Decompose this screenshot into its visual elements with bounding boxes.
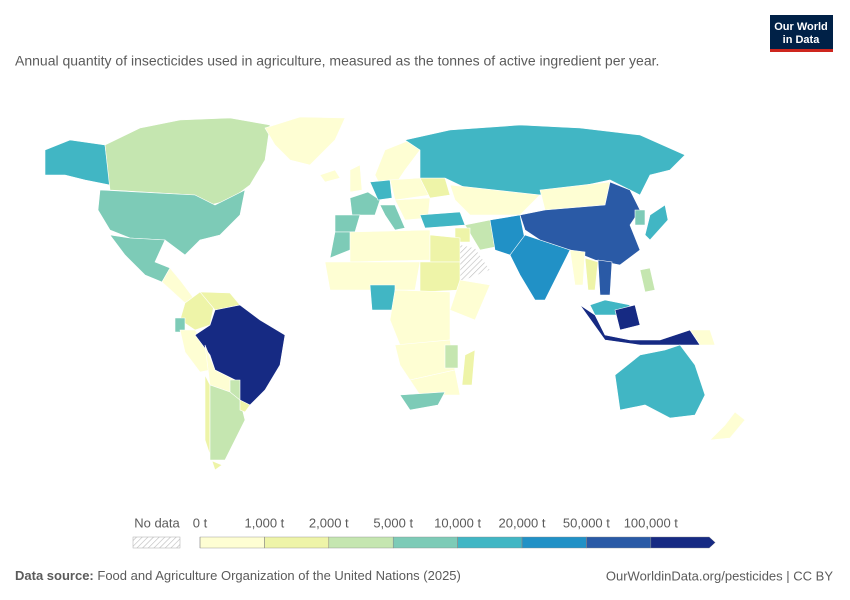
country[interactable] [324,261,421,291]
legend-bin [650,536,716,549]
country[interactable] [639,267,656,293]
legend-tick-label: 20,000 t [499,515,546,530]
legend: No data 0 t 1,000 t 2,000 t 5,000 t 10,000 t… [132,515,716,549]
country[interactable] [584,257,599,291]
country[interactable] [239,399,251,413]
country[interactable] [461,349,476,386]
country[interactable] [409,369,461,396]
country[interactable] [349,164,363,193]
country[interactable] [97,189,246,256]
legend-bin [521,536,587,549]
footer-source: Data source: Food and Agriculture Organi… [15,568,461,583]
country[interactable] [644,204,669,241]
country[interactable] [449,184,541,216]
country[interactable] [349,191,381,216]
country[interactable] [597,259,613,296]
legend-tick-label: 0 t [193,515,208,530]
country[interactable] [444,344,459,369]
country[interactable] [449,279,491,321]
logo-text: in Data [783,34,821,46]
country[interactable] [614,304,641,331]
legend-bin [586,536,652,549]
legend-bin [393,536,458,549]
source-label: Data source: [15,568,94,583]
logo-box [770,15,833,52]
country[interactable] [379,204,406,231]
country[interactable] [369,284,396,311]
legend-tick-label: 5,000 t [373,515,413,530]
country[interactable] [614,344,706,419]
title: Annual quantity of insecticides used in … [15,53,659,69]
legend-bin [328,536,394,549]
legend-tick-label: 10,000 t [434,515,481,530]
no-data-swatch [132,536,181,549]
country[interactable] [429,234,461,263]
legend-tick-label: 1,000 t [245,515,285,530]
country[interactable] [634,209,646,226]
country[interactable] [419,211,466,229]
legend-bin [457,536,523,549]
legend-bin [199,536,265,549]
logo[interactable]: Our World in Data [770,15,833,52]
country[interactable] [404,124,686,196]
country[interactable] [419,261,461,293]
legend-bin [264,536,329,549]
country[interactable] [264,116,346,166]
country[interactable] [709,411,746,441]
country[interactable] [209,384,246,461]
logo-bar [770,49,833,52]
country[interactable] [349,229,431,263]
country[interactable] [689,329,716,346]
footer-link[interactable]: OurWorldinData.org/pesticides | CC BY [606,568,833,583]
legend-label: No data [134,515,180,530]
country[interactable] [389,289,451,346]
country[interactable] [44,139,111,186]
legend-tick-label: 50,000 t [563,515,610,530]
country[interactable] [569,249,586,286]
country[interactable] [161,267,196,304]
country[interactable] [509,234,571,301]
country[interactable] [319,169,341,183]
legend-tick-label: 100,000 t [624,515,679,530]
logo-text: Our World [774,21,828,33]
country[interactable] [369,179,393,201]
country[interactable] [399,391,446,411]
legend-tick-label: 2,000 t [309,515,349,530]
source-text: Food and Agriculture Organization of the… [97,568,461,583]
world-map [44,116,746,471]
